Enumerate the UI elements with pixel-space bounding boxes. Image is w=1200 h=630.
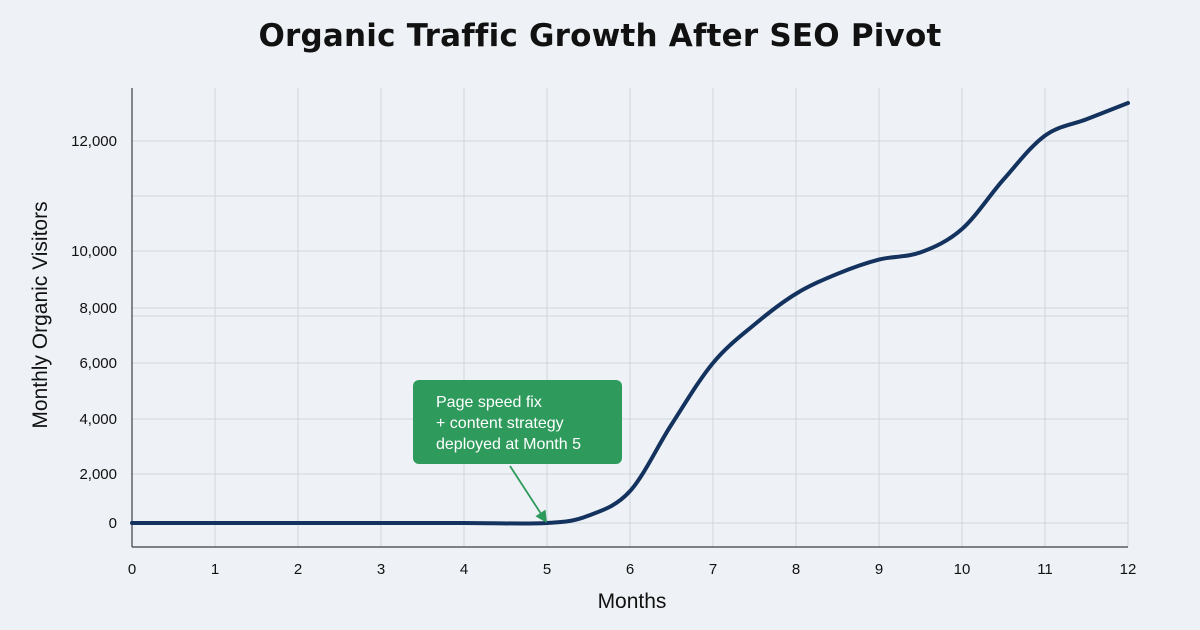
annotation-line-1: Page speed fix <box>436 394 542 411</box>
chart-title: Organic Traffic Growth After SEO Pivot <box>258 18 942 54</box>
y-tick-label: 6,000 <box>79 355 117 372</box>
x-tick-label: 7 <box>709 561 717 578</box>
x-tick-label: 12 <box>1120 561 1137 578</box>
series-line <box>130 101 1130 526</box>
annotation-line-2: + content strategy <box>436 415 564 432</box>
y-tick-label: 8,000 <box>79 300 117 317</box>
x-tick-label: 4 <box>460 561 468 578</box>
x-tick-label: 10 <box>954 561 971 578</box>
tick-labels: 0 1 2 3 4 5 6 7 8 9 10 11 1202,0004,0006,0008,00010,… <box>71 133 1136 578</box>
x-tick-label: 1 <box>211 561 219 578</box>
series <box>130 101 1130 526</box>
axes <box>131 88 1128 548</box>
y-tick-label: 0 <box>109 515 117 532</box>
x-tick-label: 6 <box>626 561 634 578</box>
y-axis-label: Monthly Organic Visitors <box>29 201 52 428</box>
grid <box>132 88 1129 547</box>
y-tick-label: 2,000 <box>79 466 117 483</box>
x-tick-label: 5 <box>543 561 551 578</box>
annotation-callout: Page speed fix + content strategy deploy… <box>413 380 622 464</box>
annotation-line-3: deployed at Month 5 <box>436 436 581 453</box>
annotation-arrow-head <box>535 509 547 523</box>
x-tick-label: 3 <box>377 561 385 578</box>
x-tick-label: 9 <box>875 561 883 578</box>
annotation-arrow-shaft <box>509 465 542 514</box>
x-axis-label: Months <box>598 590 667 613</box>
x-tick-label: 8 <box>792 561 800 578</box>
annotation-arrow <box>509 465 547 523</box>
x-tick-label: 0 <box>128 561 136 578</box>
y-tick-label: 10,000 <box>71 243 117 260</box>
y-tick-label: 12,000 <box>71 133 117 150</box>
y-tick-label: 4,000 <box>79 411 117 428</box>
x-tick-label: 11 <box>1037 561 1053 578</box>
x-tick-label: 2 <box>294 561 302 578</box>
